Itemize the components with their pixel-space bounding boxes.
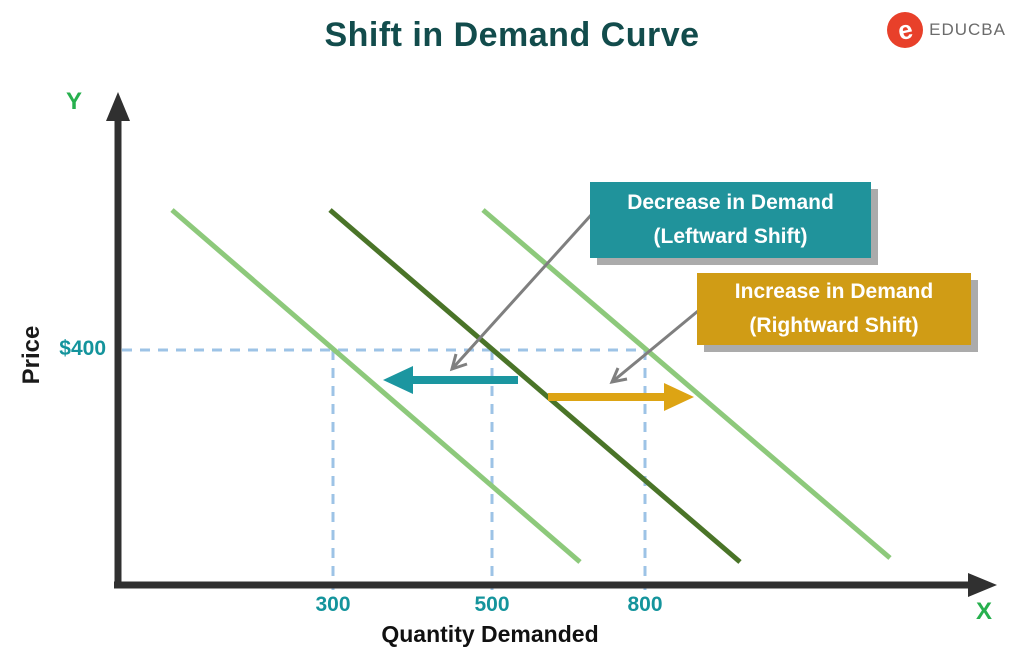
educba-logo-icon: e (887, 12, 924, 48)
x-axis-arrowhead-icon (968, 573, 997, 597)
demand-curve-decreased (170, 208, 582, 564)
increase-connector-arrow (611, 309, 699, 384)
page-title: Shift in Demand Curve (324, 16, 700, 54)
demand-curve-original (328, 208, 742, 564)
increase-callout-line1: Increase in Demand (734, 280, 934, 304)
x-axis-letter: X (976, 598, 993, 625)
leftward-shift-arrowhead-icon (383, 366, 413, 394)
decrease-connector-arrowhead-icon (449, 353, 468, 372)
decrease-connector-arrow (450, 212, 594, 371)
decrease-callout-line2: (Leftward Shift) (653, 225, 808, 248)
increase-callout-line2: (Rightward Shift) (749, 314, 919, 337)
decrease-demand-callout: Decrease in Demand (Leftward Shift) (590, 182, 871, 258)
brand-logo: e EDUCBA (887, 12, 1006, 48)
y-axis-letter: Y (66, 88, 83, 115)
increase-connector-arrowhead-icon (609, 367, 628, 385)
demand-curve-increased (481, 208, 892, 560)
quantity-tick-500: 500 (474, 593, 510, 616)
quantity-tick-800: 800 (627, 593, 663, 616)
x-axis-title: Quantity Demanded (381, 621, 599, 647)
quantity-tick-300: 300 (315, 593, 351, 616)
price-tick-400: $400 (59, 337, 106, 360)
y-axis-arrowhead-icon (106, 92, 130, 121)
educba-logo-letter: e (894, 13, 916, 47)
brand-name: EDUCBA (929, 20, 1006, 39)
decrease-callout-line1: Decrease in Demand (627, 191, 834, 215)
rightward-shift-arrowhead-icon (664, 383, 694, 411)
increase-demand-callout: Increase in Demand (Rightward Shift) (697, 273, 971, 345)
